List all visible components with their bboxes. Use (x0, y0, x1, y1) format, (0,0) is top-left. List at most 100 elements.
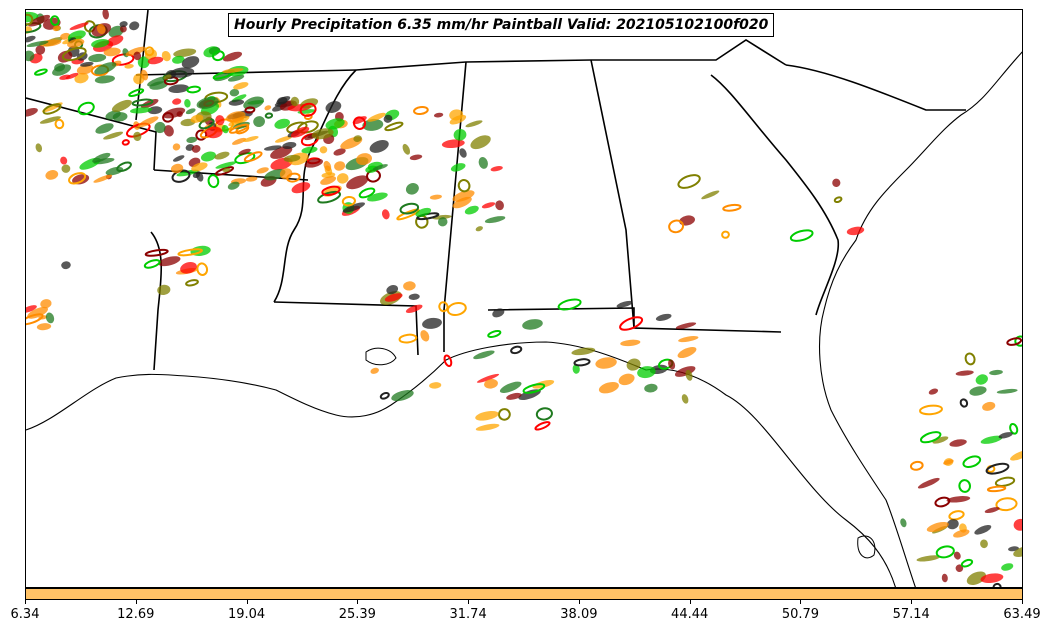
colorbar-tick-label: 12.69 (117, 607, 155, 622)
precip-blob (233, 82, 249, 90)
precip-blob (232, 137, 247, 145)
precip-blob (367, 112, 386, 122)
precip-blob (111, 99, 132, 112)
precip-blob (140, 69, 149, 81)
precip-blob (934, 496, 951, 508)
state-border-nc-sc (785, 64, 966, 111)
precip-blob (832, 178, 841, 187)
precip-blob (116, 161, 132, 173)
precip-blob (677, 174, 701, 189)
precip-blob (655, 313, 672, 321)
precip-blob (415, 207, 432, 217)
precip-blob (191, 145, 201, 153)
precip-blob (475, 226, 483, 232)
precip-blob (170, 67, 195, 78)
precip-blob (473, 350, 495, 360)
precip-blob (498, 408, 511, 421)
precip-blob (154, 121, 166, 134)
precip-blob (1014, 335, 1022, 347)
precip-blob (352, 116, 367, 125)
precip-blob (88, 53, 107, 63)
precip-blob (111, 53, 135, 66)
precip-blob (243, 96, 264, 110)
precip-blob (214, 151, 230, 160)
precip-blob (325, 101, 342, 113)
precip-blob (919, 431, 942, 444)
precip-blob (383, 114, 393, 123)
precip-blob (946, 519, 959, 530)
precip-blob (52, 25, 61, 32)
precip-blob (147, 56, 164, 65)
precip-blob (619, 316, 644, 331)
gulf-coastline (26, 341, 896, 587)
precip-blob (722, 203, 742, 212)
precip-blob (177, 248, 203, 257)
precip-blob (147, 106, 163, 115)
precip-blob (93, 174, 113, 183)
precip-blob (917, 477, 940, 489)
precip-blob (616, 300, 633, 308)
mobile-bay (365, 347, 397, 366)
precip-blob (59, 74, 71, 80)
precip-blob (35, 143, 43, 153)
precip-blob (50, 15, 60, 26)
precip-blob (402, 143, 411, 155)
precip-blob (227, 181, 240, 190)
precip-blob (932, 436, 949, 444)
precip-blob (121, 139, 130, 146)
precip-blob (678, 336, 699, 343)
precip-blob (962, 455, 982, 469)
precip-blob (409, 154, 423, 161)
precip-blob (403, 281, 416, 291)
precip-blob (996, 388, 1018, 394)
precip-blob (334, 161, 346, 171)
precip-blob (92, 152, 111, 163)
precip-blob (433, 112, 444, 118)
precip-blob (215, 161, 237, 169)
state-border-ga-sc (710, 74, 840, 316)
precip-blob (133, 51, 142, 61)
precip-blob (595, 357, 617, 369)
precip-blob (243, 151, 263, 163)
colorbar-tick-mark (25, 600, 26, 604)
precip-blob (36, 323, 52, 331)
precip-blob (242, 136, 259, 142)
precip-blob (282, 141, 297, 150)
precip-blob (228, 99, 245, 106)
state-border-la-ms (273, 301, 419, 356)
precip-blob (982, 401, 996, 411)
colorbar-tick-label: 44.44 (671, 607, 709, 622)
precip-blob (274, 118, 290, 129)
state-border-la-tx (150, 231, 163, 371)
precip-blob (311, 128, 334, 140)
precip-blob (352, 116, 367, 130)
precip-blob (176, 169, 199, 177)
precip-blob (916, 555, 941, 562)
precip-blob (900, 518, 907, 528)
precip-blob (618, 373, 635, 386)
precip-blob (112, 112, 128, 122)
precip-blob (909, 460, 924, 471)
precip-blob (215, 115, 225, 126)
precip-blob (256, 167, 269, 174)
precip-blob (674, 366, 696, 377)
precip-blob (980, 539, 988, 549)
precip-blob (124, 63, 134, 69)
precip-blob (172, 143, 181, 151)
precip-blob (77, 101, 95, 116)
precip-blob (163, 125, 174, 137)
precip-blob (244, 106, 256, 114)
precip-blob (61, 164, 71, 173)
precip-blob (379, 391, 390, 400)
precip-blob (1013, 518, 1022, 531)
precip-blob (42, 103, 62, 115)
precip-blob (200, 151, 217, 162)
precip-blob (441, 139, 465, 149)
precip-blob (238, 148, 251, 156)
precip-blob (184, 99, 191, 108)
map-panel (25, 9, 1023, 588)
precip-blob (637, 366, 656, 379)
precipitation-layer (26, 10, 1022, 587)
precip-blob (185, 279, 199, 287)
precip-blob (408, 293, 420, 300)
